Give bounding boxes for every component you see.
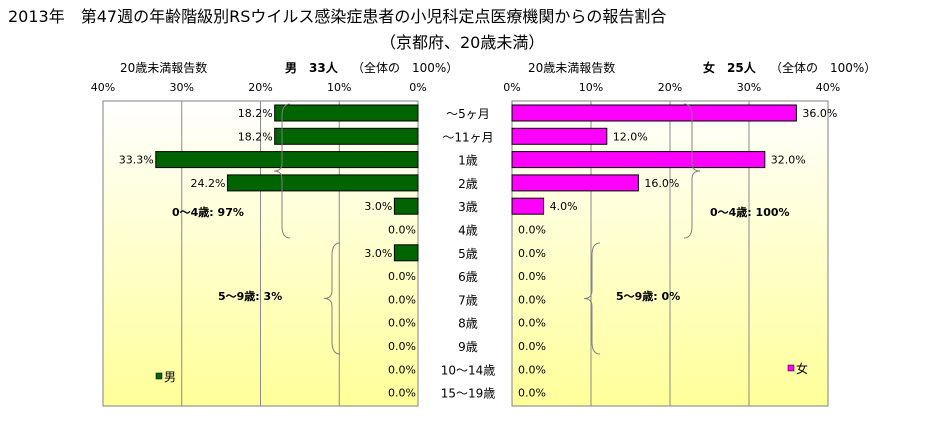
female-bracket-0-4 — [683, 103, 701, 239]
male-annotation-0-4: 0～4歳: 97% — [172, 205, 244, 219]
category-label: 2歳 — [458, 177, 478, 191]
female-bar — [511, 127, 608, 145]
female-data-label: 4.0% — [550, 200, 578, 213]
female-legend-label: 女 — [796, 361, 808, 376]
category-label: 10～14歳 — [441, 363, 496, 377]
male-header: 男 33人 — [285, 60, 339, 75]
male-data-label: 3.0% — [364, 200, 392, 213]
category-label: 15～19歳 — [441, 387, 496, 401]
male-x-tick-label: 0% — [409, 81, 426, 94]
category-label: 4歳 — [458, 224, 478, 238]
category-label: ～11ヶ月 — [442, 130, 493, 144]
female-x-tick-label: 0% — [503, 81, 520, 94]
male-data-label: 0.0% — [388, 270, 416, 283]
female-data-label: 32.0% — [771, 154, 806, 167]
category-label: 6歳 — [458, 270, 478, 284]
category-label: 8歳 — [458, 317, 478, 331]
female-data-label: 0.0% — [518, 224, 546, 237]
male-x-tick-label: 40% — [91, 81, 115, 94]
female-data-label: 0.0% — [518, 247, 546, 260]
male-bar — [226, 174, 419, 192]
male-data-label: 0.0% — [388, 340, 416, 353]
male-legend-swatch — [155, 372, 163, 380]
category-label: 1歳 — [458, 154, 478, 168]
male-data-label: 0.0% — [388, 363, 416, 376]
male-bar — [274, 127, 419, 145]
female-bar — [511, 174, 639, 192]
male-data-label: 0.0% — [388, 387, 416, 400]
chart-subtitle: （京都府、20歳未満） — [380, 33, 545, 52]
male-x-tick-label: 10% — [327, 81, 351, 94]
male-x-tick-label: 20% — [248, 81, 272, 94]
male-bar — [393, 244, 419, 262]
category-label: ～5ヶ月 — [446, 107, 490, 121]
female-x-tick-label: 30% — [737, 81, 761, 94]
female-data-label: 12.0% — [613, 130, 648, 143]
male-data-label: 18.2% — [238, 130, 273, 143]
female-data-label: 36.0% — [802, 107, 837, 120]
female-header-note: （全体の 100%） — [770, 60, 876, 75]
category-label: 5歳 — [458, 247, 478, 261]
male-annotation-5-9: 5～9歳: 3% — [218, 289, 282, 303]
female-bracket-5-9 — [583, 242, 601, 355]
female-data-label: 0.0% — [518, 387, 546, 400]
female-x-tick-label: 20% — [658, 81, 682, 94]
female-annotation-0-4: 0～4歳: 100% — [710, 205, 790, 219]
male-data-label: 0.0% — [388, 293, 416, 306]
male-data-label: 3.0% — [364, 247, 392, 260]
chart-title: 2013年 第47週の年齢階級別RSウイルス感染症患者の小児科定点医療機関からの… — [8, 7, 667, 26]
male-data-label: 0.0% — [388, 317, 416, 330]
female-legend-swatch — [787, 364, 795, 372]
female-bar — [511, 151, 766, 169]
female-bar — [511, 104, 797, 122]
male-x-tick-label: 30% — [170, 81, 194, 94]
male-legend-label: 男 — [164, 370, 176, 384]
female-axis-label: 20歳未満報告数 — [528, 60, 615, 75]
female-bar — [511, 197, 545, 215]
female-data-label: 0.0% — [518, 293, 546, 306]
male-data-label: 0.0% — [388, 224, 416, 237]
male-data-label: 24.2% — [190, 177, 225, 190]
male-bar — [393, 197, 419, 215]
female-data-label: 0.0% — [518, 363, 546, 376]
female-data-label: 0.0% — [518, 270, 546, 283]
female-annotation-5-9: 5～9歳: 0% — [616, 289, 680, 303]
female-header: 女 25人 — [703, 60, 757, 75]
male-data-label: 33.3% — [119, 154, 154, 167]
male-bracket-5-9 — [323, 242, 341, 355]
category-label: 3歳 — [458, 200, 478, 214]
category-label: 7歳 — [458, 293, 478, 307]
male-bar — [155, 151, 419, 169]
male-header-note: （全体の 100%） — [352, 60, 458, 75]
female-data-label: 16.0% — [644, 177, 679, 190]
female-data-label: 0.0% — [518, 317, 546, 330]
male-bracket-0-4 — [273, 103, 291, 239]
female-x-tick-label: 10% — [579, 81, 603, 94]
male-data-label: 18.2% — [238, 107, 273, 120]
category-label: 9歳 — [458, 340, 478, 354]
female-data-label: 0.0% — [518, 340, 546, 353]
male-bar — [274, 104, 419, 122]
female-x-tick-label: 40% — [816, 81, 840, 94]
male-axis-label: 20歳未満報告数 — [120, 60, 207, 75]
